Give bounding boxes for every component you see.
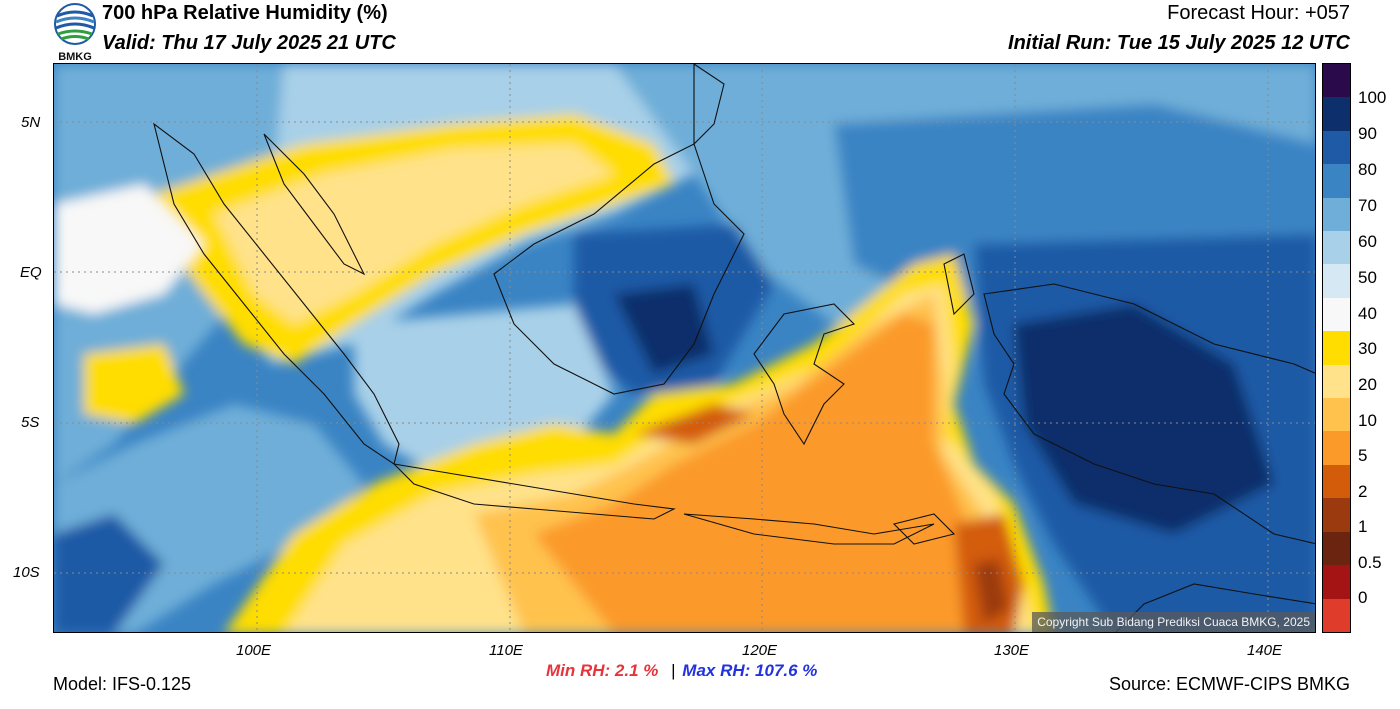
colorbar-label: 40: [1358, 304, 1377, 323]
min-rh: Min RH: 2.1 %: [546, 661, 659, 680]
colorbar-segment: [1323, 130, 1350, 165]
colorbar-segment: [1323, 531, 1350, 566]
colorbar-segment: [1323, 498, 1350, 532]
grid-lines: [54, 64, 1315, 632]
humidity-map-canvas: [54, 64, 1315, 632]
colorbar-segment: [1323, 231, 1350, 265]
humidity-map: Copyright Sub Bidang Prediksi Cuaca BMKG…: [53, 63, 1316, 633]
lon-label: 120E: [742, 642, 778, 659]
colorbar-label: 20: [1358, 375, 1377, 394]
colorbar-label: 100: [1358, 88, 1387, 107]
colorbar-label: 10: [1358, 411, 1377, 430]
lat-label: 5N: [21, 114, 41, 131]
colorbar-label: 50: [1358, 268, 1377, 287]
colorbar-segment: [1323, 565, 1350, 599]
lat-label: EQ: [20, 264, 42, 281]
colorbar-label: 80: [1358, 160, 1377, 179]
bmkg-logo: BMKG: [52, 2, 98, 63]
colorbar-segment: [1323, 598, 1350, 632]
colorbar-segment: [1323, 431, 1350, 465]
colorbar-label: 2: [1358, 482, 1368, 501]
bmkg-logo-icon: [54, 3, 96, 45]
colorbar: [1322, 63, 1351, 633]
colorbar-segment: [1323, 331, 1350, 365]
model-info: Model: IFS-0.125: [53, 674, 192, 694]
colorbar-label: 60: [1358, 232, 1377, 251]
colorbar-segment: [1323, 264, 1350, 298]
colorbar-label: 0.5: [1358, 553, 1382, 572]
valid-time: Valid: Thu 17 July 2025 21 UTC: [102, 32, 396, 54]
colorbar-label: 90: [1358, 124, 1377, 143]
lat-label: 5S: [21, 414, 40, 431]
colorbar-label: 70: [1358, 196, 1377, 215]
colorbar-segment: [1323, 364, 1350, 399]
lon-label: 140E: [1247, 642, 1283, 659]
copyright-notice: Copyright Sub Bidang Prediksi Cuaca BMKG…: [1032, 612, 1315, 632]
bmkg-logo-text: BMKG: [58, 51, 92, 63]
colorbar-label: 5: [1358, 446, 1368, 465]
coastlines: [153, 64, 1315, 632]
colorbar-label: 1: [1358, 517, 1368, 536]
map-title: 700 hPa Relative Humidity (%): [102, 2, 388, 24]
colorbar-segment: [1323, 97, 1350, 131]
colorbar-label: 30: [1358, 339, 1377, 358]
source-info: Source: ECMWF-CIPS BMKG: [1108, 674, 1350, 694]
lon-label: 110E: [489, 642, 523, 659]
colorbar-segment: [1323, 464, 1350, 499]
initial-run: Initial Run: Tue 15 July 2025 12 UTC: [1008, 32, 1350, 54]
colorbar-segment: [1323, 64, 1350, 98]
colorbar-segment: [1323, 164, 1350, 198]
colorbar-segment: [1323, 398, 1350, 432]
rh-stats: Min RH: 2.1 % | Max RH: 107.6 %: [546, 661, 817, 681]
max-rh: Max RH: 107.6 %: [682, 661, 818, 680]
colorbar-segment: [1323, 297, 1350, 332]
stats-separator: |: [671, 661, 676, 680]
colorbar-label: 0: [1358, 588, 1368, 607]
lon-label: 100E: [236, 642, 272, 659]
lat-label: 10S: [13, 564, 40, 581]
lon-label: 130E: [994, 642, 1030, 659]
colorbar-segment: [1323, 197, 1350, 232]
forecast-hour: Forecast Hour: +057: [1167, 2, 1350, 24]
